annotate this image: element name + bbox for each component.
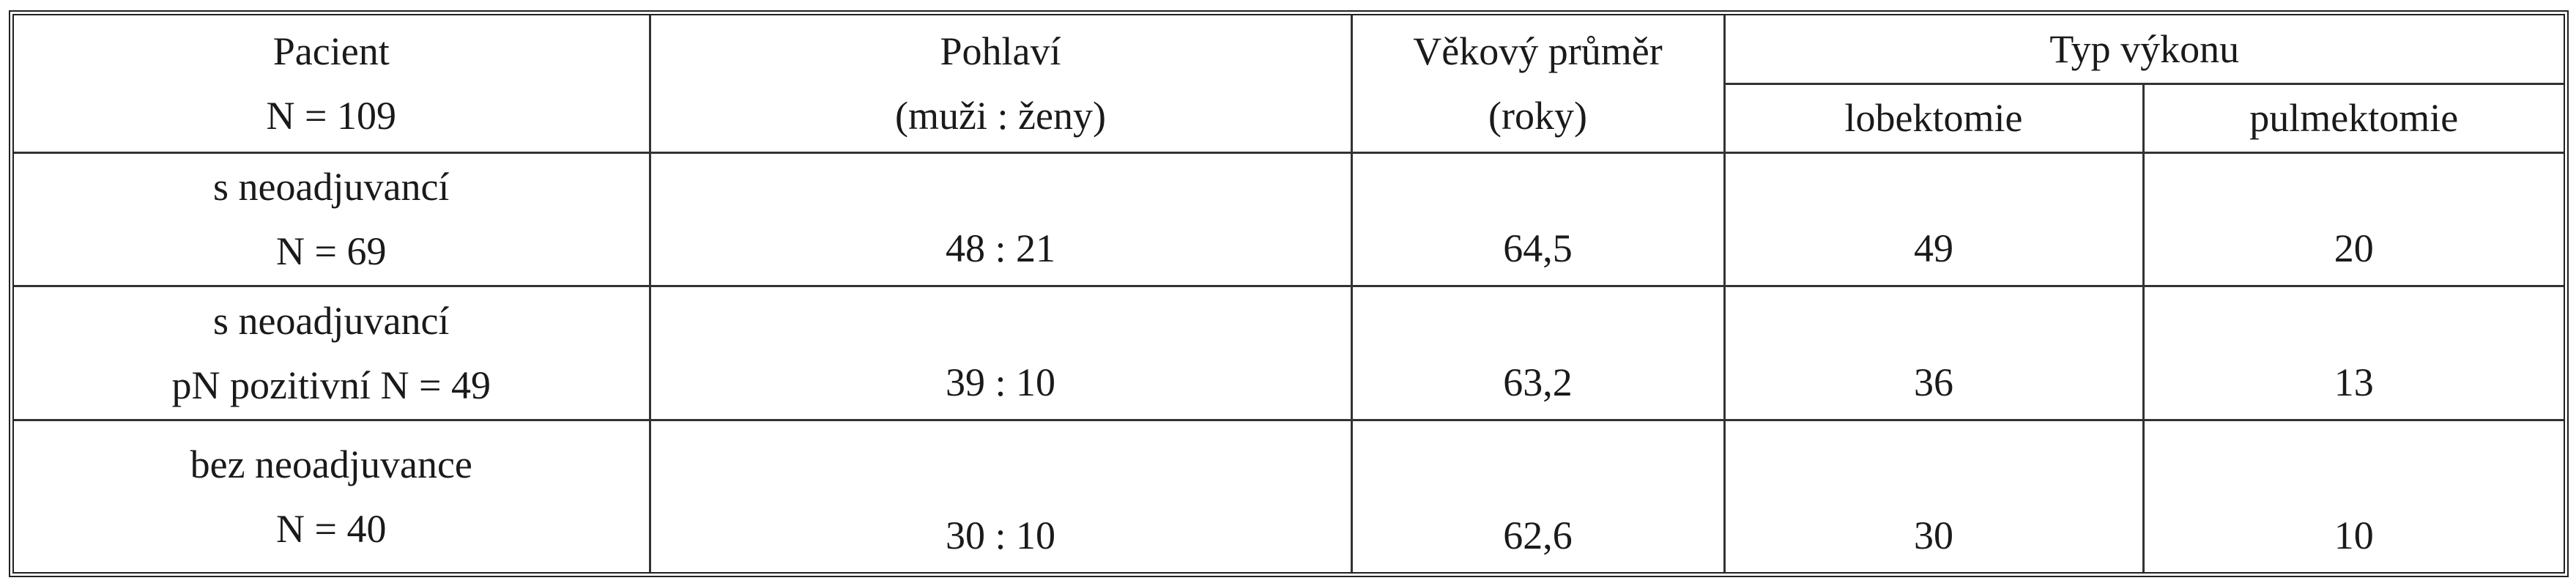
value-cell: 20 [2142, 151, 2564, 287]
body-row: s neoadjuvancí pN pozitivní N = 49 39 : 10… [14, 284, 2564, 421]
value-cell: 39 : 10 [648, 284, 1353, 421]
row-label-text: N = 40 [276, 506, 387, 551]
row-label-text: pN pozitivní N = 49 [171, 363, 491, 407]
value-cell: 48 : 21 [648, 151, 1353, 287]
value-cell: 64,5 [1350, 151, 1726, 287]
value-cell: 49 [1723, 151, 2145, 287]
row-label-cell: bez neoadjuvance N = 40 [14, 418, 651, 572]
header-cell: Věkový průměr (roky) [1350, 15, 1726, 154]
body-row: s neoadjuvancí N = 69 48 : 21 64,5 49 20 [14, 151, 2564, 287]
header-text: Pohlaví [940, 29, 1061, 73]
header-row: lobektomie pulmektomie [14, 83, 2564, 153]
row-label-cell: s neoadjuvancí pN pozitivní N = 49 [14, 284, 651, 421]
header-cell: Pohlaví (muži : ženy) [648, 15, 1353, 154]
header-cell: pulmektomie [2142, 83, 2564, 153]
value-cell: 36 [1723, 284, 2145, 421]
header-text: Věkový průměr [1413, 29, 1663, 73]
data-table: Pacient N = 109 Pohlaví (muži : ženy) Věko… [14, 15, 2564, 572]
value-cell: 30 : 10 [648, 418, 1353, 572]
header-text: Pacient [272, 29, 390, 73]
header-cell: lobektomie [1724, 83, 2145, 153]
header-text: (muži : ženy) [895, 93, 1106, 138]
header-text: N = 109 [266, 93, 396, 138]
value-cell: 63,2 [1350, 284, 1726, 421]
header-row: Pacient N = 109 Pohlaví (muži : ženy) Věko… [14, 15, 2564, 154]
value-cell: 30 [1723, 418, 2145, 572]
row-label-text: bez neoadjuvance [190, 442, 472, 486]
row-label-text: s neoadjuvancí [213, 165, 450, 209]
value-cell: 13 [2142, 284, 2564, 421]
row-label-text: s neoadjuvancí [213, 298, 450, 343]
row-label-cell: s neoadjuvancí N = 69 [14, 151, 651, 287]
value-cell: 62,6 [1350, 418, 1726, 572]
row-label-text: N = 69 [276, 229, 387, 274]
table-frame: Pacient N = 109 Pohlaví (muži : ženy) Věko… [9, 10, 2569, 577]
value-cell: 10 [2142, 418, 2564, 572]
header-text: (roky) [1488, 93, 1587, 138]
body-row: bez neoadjuvance N = 40 30 : 10 62,6 30 10 [14, 418, 2564, 572]
header-cell: Pacient N = 109 [14, 15, 651, 154]
header-cell: Typ výkonu [1723, 15, 2564, 86]
